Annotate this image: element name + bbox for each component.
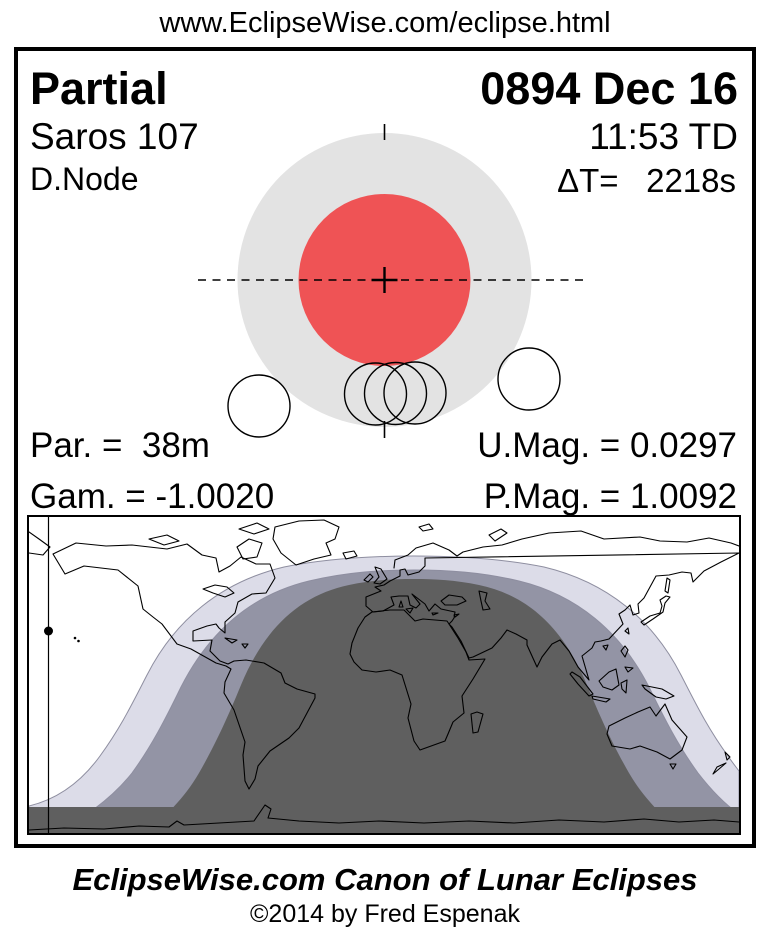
madagascar-coastline	[470, 711, 484, 734]
footer-title: EclipseWise.com Canon of Lunar Eclipses	[72, 862, 698, 897]
svalbard-novaya-zemlya-coastline	[418, 523, 508, 542]
caribbean-islands-coastline	[224, 637, 249, 649]
penumbral-magnitude: P.Mag. = 1.0092	[483, 477, 737, 516]
delta-t-value: ΔT= 2218s	[557, 162, 736, 199]
saros-label: Saros 107	[30, 116, 199, 157]
new-zealand-coastline	[712, 751, 731, 775]
eurasia-coastline	[365, 530, 739, 681]
africa-coastline	[349, 609, 486, 751]
arctic-islands-coastline	[148, 522, 270, 560]
southeast-asia-islands-coastline	[569, 627, 675, 703]
header-url: www.EclipseWise.com/eclipse.html	[159, 7, 611, 39]
node-label: D.Node	[30, 161, 139, 197]
britain-ireland-coastline	[363, 566, 388, 585]
americas-coastline	[52, 542, 316, 790]
eclipse-time: 11:53 TD	[589, 116, 738, 157]
australia-coastline	[606, 703, 688, 770]
mediterranean-islands-coastline	[398, 600, 460, 618]
eclipse-type-label: Partial	[30, 63, 168, 114]
footer-copyright: ©2014 by Fred Espenak	[250, 900, 520, 928]
great-lakes-outline	[202, 584, 235, 598]
sublunar-point-dot	[44, 626, 53, 636]
japan-sakhalin-coastline	[640, 577, 671, 626]
zone-south-polar-band	[29, 807, 739, 833]
visibility-map	[27, 515, 741, 835]
black-sea-outline	[440, 594, 467, 606]
panel-frame	[14, 47, 756, 848]
zone-entire-eclipse-visible	[147, 579, 681, 833]
eclipse-date: 0894 Dec 16	[480, 63, 738, 114]
gamma-value: Gam. = -1.0020	[30, 477, 275, 516]
partial-duration: Par. = 38m	[30, 426, 210, 465]
antarctica-coastline	[29, 804, 739, 831]
umbral-magnitude: U.Mag. = 0.0297	[477, 426, 737, 465]
greenland-coastline	[272, 519, 340, 566]
chukotka-left-edge-coastline	[29, 531, 51, 556]
hawaii-islands	[73, 636, 80, 643]
iceland-coastline	[342, 550, 358, 560]
caspian-sea-outline	[478, 590, 491, 611]
